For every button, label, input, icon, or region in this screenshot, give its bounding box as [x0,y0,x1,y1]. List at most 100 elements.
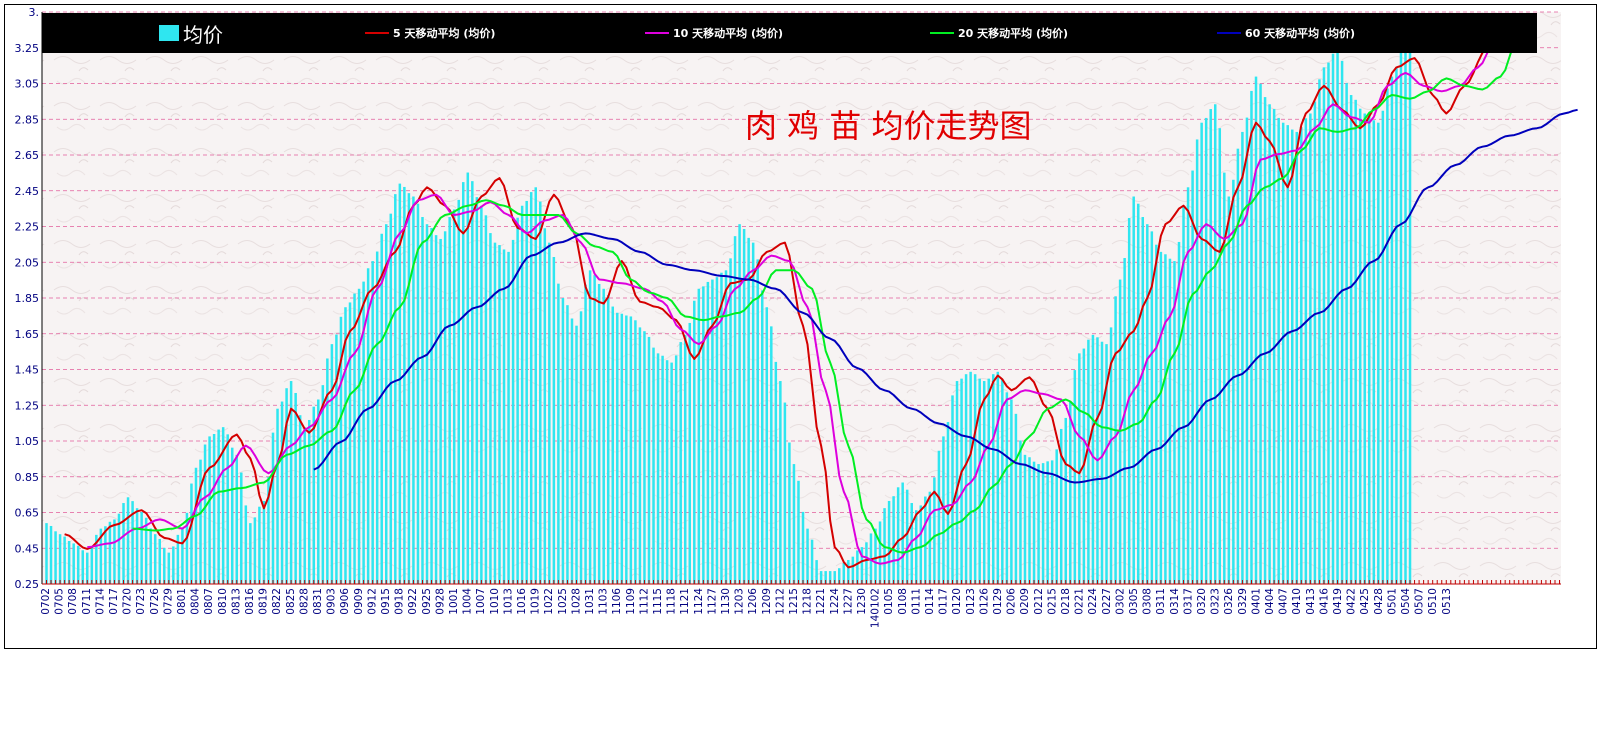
bar [466,172,470,584]
bar [570,318,574,584]
bar [937,450,941,584]
bar [375,251,379,584]
y-tick-label: 0.25 [15,578,40,591]
bar [172,546,175,584]
bar [620,313,624,584]
bar [747,237,750,585]
bar [656,353,660,584]
bar [597,283,601,584]
bar [919,505,923,584]
x-tick-label: 0416 [1318,588,1330,615]
bar [579,311,583,584]
x-tick-label: 0831 [312,588,324,615]
bar [1218,128,1222,584]
bar [828,571,832,584]
bar [878,521,882,584]
x-tick-label: 0513 [1441,588,1453,615]
legend-swatch-ma60 [1217,32,1241,34]
bar [86,552,89,584]
bar [394,194,397,584]
bar [285,388,288,584]
x-tick-label: 0909 [353,588,365,615]
y-tick-label: 3.05 [15,78,40,91]
bar [1150,231,1154,584]
bar [1177,241,1181,584]
x-tick-label: 0915 [380,588,392,615]
bar [674,355,678,584]
bar [860,547,864,584]
bar [126,497,130,584]
bar [996,371,1000,584]
bar [978,378,981,584]
bar [366,268,370,584]
x-tick-label: 0320 [1196,588,1208,615]
x-tick-label: 0302 [1114,588,1126,615]
x-tick-label: 0705 [54,588,66,615]
chart-svg: 3. 3.25 3.05 2.85 2.65 2.45 2.25 2.05 1.85 1.65 1.… [15,6,1578,628]
bar [407,193,411,585]
bar [1100,341,1104,584]
x-tick-label: 1013 [502,588,514,615]
x-tick-label: 1206 [747,588,759,615]
bar [1173,261,1176,584]
x-tick-label: 1209 [761,588,773,615]
bar [307,419,311,584]
x-tick-label: 1115 [652,588,664,615]
x-tick-label: 0708 [67,588,79,615]
y-tick-label: 1.45 [15,364,40,377]
y-tick-label: 0.85 [15,471,40,484]
bar [801,511,805,584]
bar [625,315,628,584]
bar-series [45,35,1412,585]
y-tick-label: 0.45 [15,542,40,555]
bar [108,521,112,584]
bar [552,256,556,584]
bar [729,258,732,584]
bar [235,454,239,584]
bar [706,281,710,584]
bar [1023,454,1027,584]
bar [711,279,714,584]
bar [1363,113,1366,584]
bar [430,228,433,584]
bar [81,550,84,584]
bar [371,261,374,584]
bar [910,503,913,584]
bar [1300,127,1303,584]
bar [733,236,737,584]
x-tick-label: 0126 [978,588,990,615]
bar [267,477,270,584]
bar [1159,251,1163,584]
y-tick-label: 1.85 [15,292,40,305]
bar [131,501,134,584]
bar [715,277,719,584]
chart-title: 肉 鸡 苗 均价走势图 [745,107,1032,145]
bar [1037,464,1040,584]
bar [330,344,334,584]
x-tick-label: 0726 [149,588,161,615]
bar [457,199,460,585]
bar [194,467,198,584]
bar [638,327,642,584]
bar [1005,392,1009,584]
bar [357,288,361,584]
x-tick-label: 1010 [489,588,501,615]
bar [1268,104,1271,585]
x-tick-label: 0925 [421,588,433,615]
bar [176,534,180,584]
bar [1331,53,1335,585]
bar [652,347,655,584]
bar [842,562,846,584]
bar [280,401,284,584]
bar [294,392,297,584]
bar [688,322,692,584]
bar [1195,139,1199,584]
x-tick-label: 0314 [1169,588,1181,615]
x-tick-label: 0422 [1346,588,1358,615]
bar [104,526,107,584]
x-tick-label: 1215 [788,588,800,615]
bar [765,307,769,584]
bar [217,429,220,584]
bar [144,517,148,584]
y-tick-label: 2.85 [15,113,40,126]
